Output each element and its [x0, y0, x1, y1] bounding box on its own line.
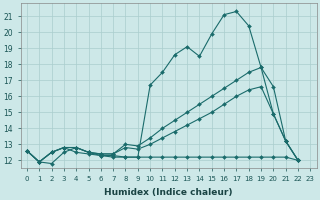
X-axis label: Humidex (Indice chaleur): Humidex (Indice chaleur)	[104, 188, 233, 197]
